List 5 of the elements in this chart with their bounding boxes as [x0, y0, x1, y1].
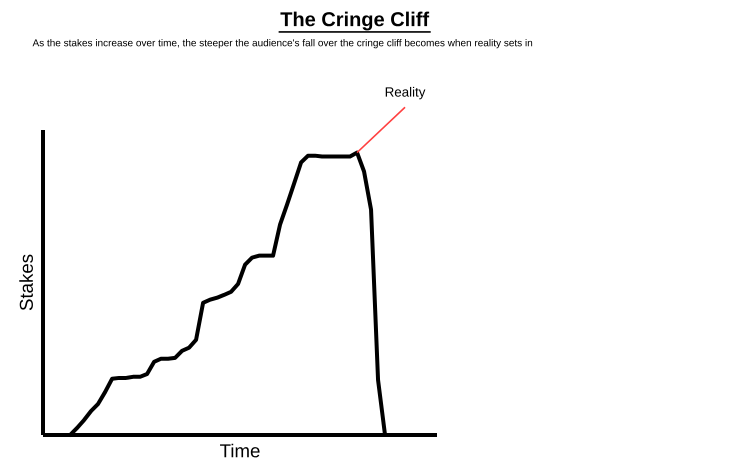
text: Reality	[386, 86, 426, 100]
y-axis-title: Stakes	[19, 254, 33, 310]
x-axis-title: Time	[220, 444, 260, 458]
chart-title: The Cringe Cliff	[280, 12, 430, 30]
chart-subtitle: As the stakes increase over time, the steeper the audience's fall over the cringe cliff becomes when reality sets in	[32, 39, 532, 48]
